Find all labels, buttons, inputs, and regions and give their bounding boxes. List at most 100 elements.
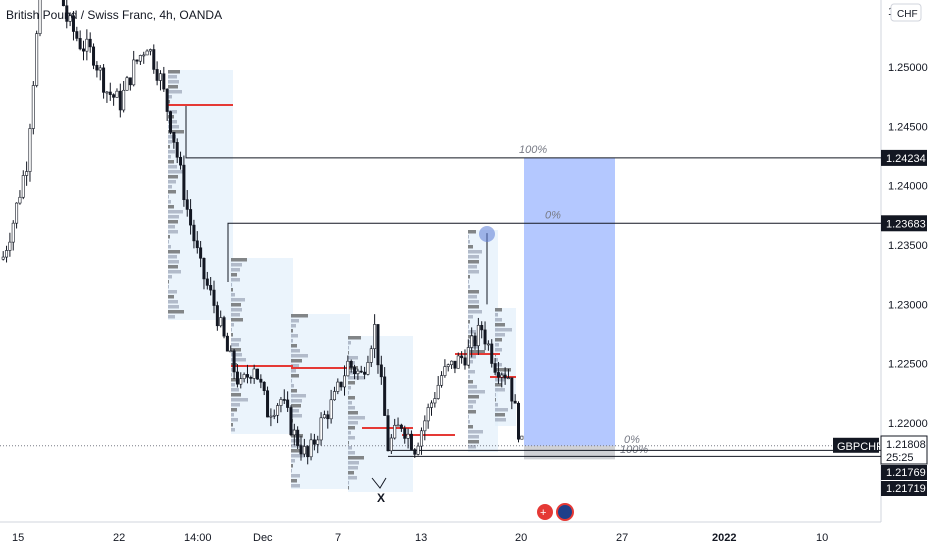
profile-bar <box>468 295 477 299</box>
profile-bar <box>468 265 477 269</box>
volume-profile-panel-1 <box>231 258 293 434</box>
profile-bar <box>231 343 239 347</box>
profile-bar <box>348 471 354 475</box>
candle-body <box>266 390 270 418</box>
profile-bar <box>468 275 470 279</box>
profile-bar <box>168 300 178 304</box>
profile-bar <box>291 464 293 468</box>
profile-bar <box>468 320 470 324</box>
time-tick-label: Dec <box>253 532 273 544</box>
profile-bar <box>168 180 176 184</box>
profile-bar <box>495 388 505 392</box>
countdown-tag: 25:25 <box>886 452 914 464</box>
entry-pct-label: 0% <box>545 209 561 221</box>
profile-bar <box>468 315 473 319</box>
level-upper-tag: 1.24234 <box>886 153 926 165</box>
profile-bar <box>231 268 240 272</box>
time-tick-label: 27 <box>616 532 628 544</box>
profile-bar <box>168 255 177 259</box>
profile-bar <box>468 445 476 449</box>
candle-body <box>423 420 427 432</box>
profile-bar <box>168 80 179 84</box>
candle-body <box>510 377 514 402</box>
level-line-upper[interactable] <box>185 104 881 159</box>
candle-body <box>433 398 437 404</box>
profile-bar <box>495 418 506 422</box>
profile-bar <box>348 336 361 340</box>
profile-bar <box>231 408 237 412</box>
profile-bar <box>231 318 243 322</box>
profile-bar <box>291 329 293 333</box>
profile-bar <box>168 120 177 124</box>
profile-bar <box>348 376 364 380</box>
profile-bar <box>168 75 177 79</box>
time-tick-label: 10 <box>816 532 828 544</box>
profile-bar <box>348 421 358 425</box>
profile-bar <box>495 313 498 317</box>
profile-bar <box>291 324 296 328</box>
candle-body <box>185 199 189 210</box>
time-tick-label: 7 <box>335 532 341 544</box>
candle-body <box>443 366 447 376</box>
candle-body <box>326 414 330 420</box>
candle-body <box>115 90 119 98</box>
profile-bar <box>348 481 349 485</box>
candle-body <box>450 360 454 366</box>
candle-body <box>95 64 99 71</box>
candle-body <box>65 5 69 22</box>
profile-bar <box>168 315 175 319</box>
profile-bar <box>231 323 234 327</box>
profile-bar <box>231 308 242 312</box>
profile-bar <box>291 404 301 408</box>
candle-body <box>446 364 450 367</box>
profile-bar <box>168 250 180 254</box>
candle-body <box>8 241 12 251</box>
profile-bar <box>348 366 358 370</box>
target-pct-label: 100% <box>519 144 547 156</box>
profile-bar <box>468 405 473 409</box>
profile-bar <box>291 394 306 398</box>
candle-body <box>440 375 444 386</box>
candle-body <box>148 49 152 52</box>
candle-body <box>483 329 487 345</box>
profile-bar <box>468 410 476 414</box>
candle-body <box>179 156 183 166</box>
high-marker-circle[interactable] <box>479 226 495 242</box>
profile-bar <box>231 373 232 377</box>
profile-bar <box>468 235 469 239</box>
candle-body <box>470 335 474 348</box>
profile-bar <box>291 344 297 348</box>
currency-button[interactable] <box>890 3 922 22</box>
candle-body <box>98 67 102 71</box>
candle-body <box>359 370 363 373</box>
candle-body <box>155 69 159 81</box>
profile-bar <box>495 333 505 337</box>
candle-body <box>249 377 253 379</box>
level-line-lower[interactable] <box>227 222 881 282</box>
profile-bar <box>168 295 174 299</box>
profile-bar <box>168 305 179 309</box>
candle-body <box>239 378 243 385</box>
candle-body <box>162 73 166 90</box>
profile-bar <box>168 170 185 174</box>
event-icon-uk[interactable] <box>556 503 574 521</box>
event-icon-swiss[interactable] <box>537 504 553 520</box>
stop-zone[interactable] <box>524 445 615 460</box>
profile-bar <box>168 110 177 114</box>
candle-body <box>135 59 139 62</box>
candle-body <box>299 445 303 455</box>
candle-body <box>11 222 15 243</box>
candle-body <box>85 38 89 52</box>
time-tick-label: 22 <box>113 532 125 544</box>
candle-body <box>406 433 410 439</box>
target-zone[interactable] <box>524 157 615 446</box>
candle-body <box>493 363 497 373</box>
candle-body <box>276 405 280 416</box>
profile-bar <box>168 230 178 234</box>
profile-bar <box>168 175 178 179</box>
candle-body <box>152 49 156 70</box>
profile-bar <box>231 413 234 417</box>
profile-bar <box>348 406 355 410</box>
candle-body <box>21 175 25 198</box>
